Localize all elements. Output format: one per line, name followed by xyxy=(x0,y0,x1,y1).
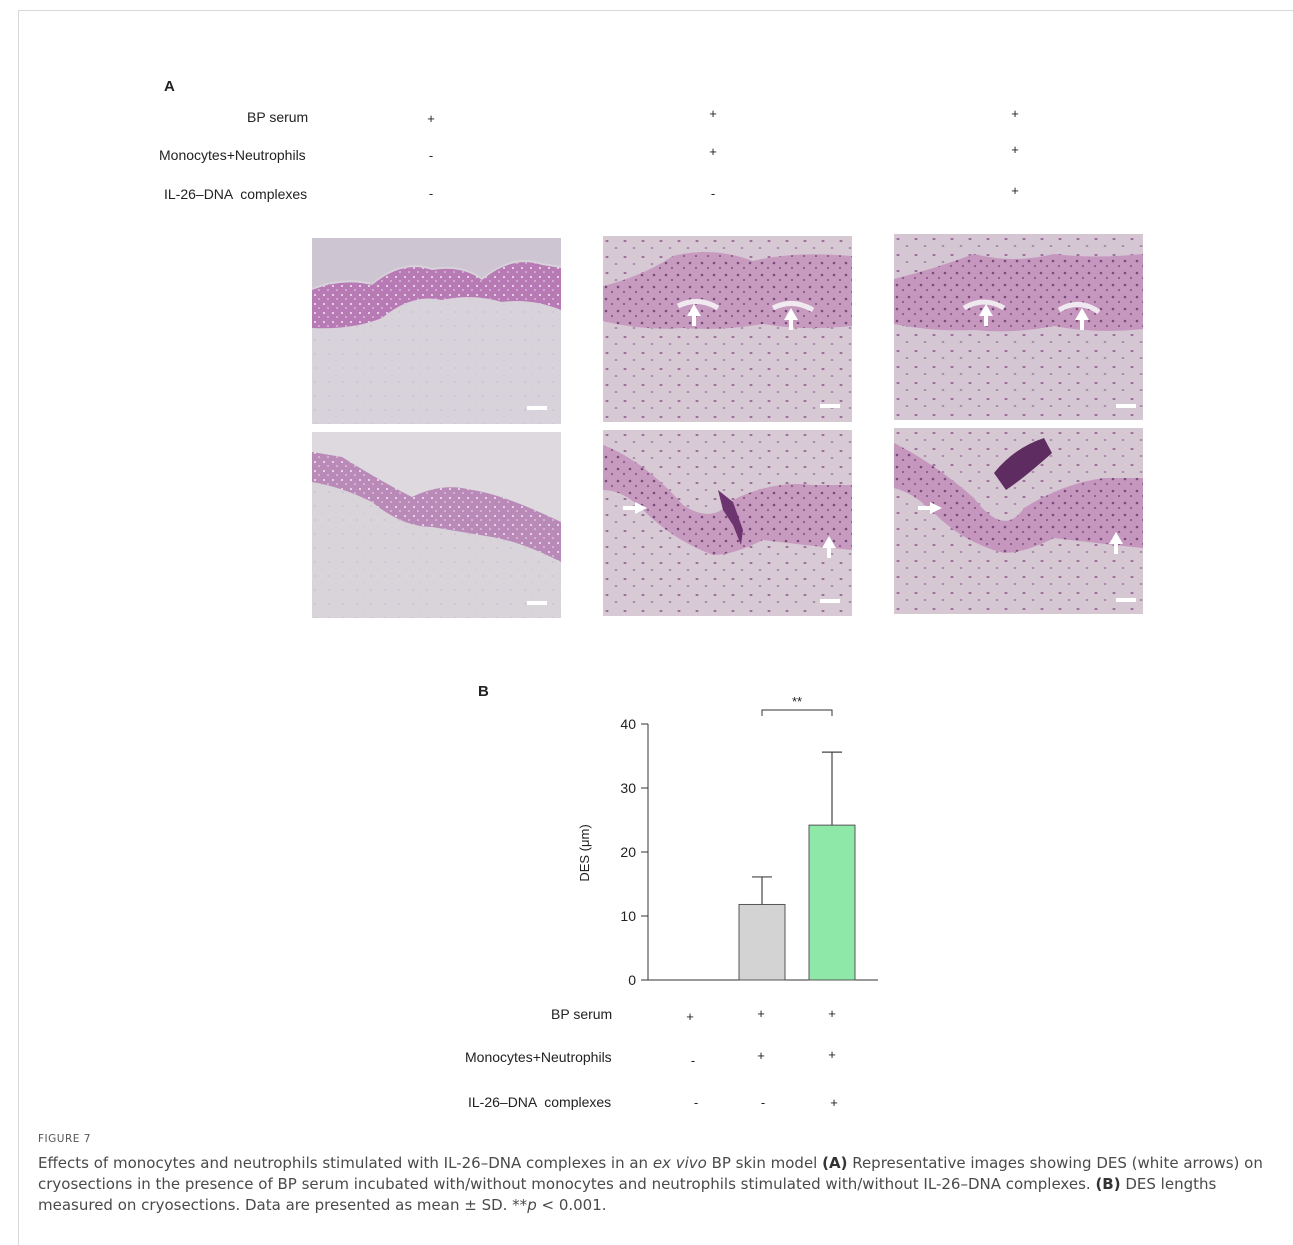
panel-a-label-bp-serum: BP serum xyxy=(247,109,309,125)
panel-b-sign: + xyxy=(757,1048,765,1063)
significance-bracket xyxy=(761,709,833,716)
chart-axes: 0 10 20 30 40 xyxy=(620,716,878,988)
bar xyxy=(738,903,786,981)
micrograph-stimulated-bottom xyxy=(894,428,1143,614)
bar xyxy=(808,824,856,981)
panel-a-sign: - xyxy=(428,186,434,201)
y-tick-label: 30 xyxy=(620,780,636,796)
panel-b-sign: + xyxy=(828,1047,836,1062)
panel-a-sign: - xyxy=(428,148,434,163)
panel-a-sign: + xyxy=(1011,142,1019,157)
panel-a-label-il26-dna: IL-26–DNA complexes xyxy=(164,186,308,202)
panel-b-sign: - xyxy=(693,1095,699,1110)
panel-a-label-monocytes-neutrophils: Monocytes+Neutrophils xyxy=(159,147,306,163)
significance-label: ** xyxy=(792,694,802,709)
y-tick-label: 0 xyxy=(628,972,636,988)
micrograph-cells-top xyxy=(603,236,852,422)
micrograph-control-top xyxy=(312,238,561,424)
panel-b-label-il26-dna: IL-26–DNA complexes xyxy=(468,1094,612,1110)
panel-a-letter: A xyxy=(164,78,175,95)
y-tick-label: 40 xyxy=(620,716,636,732)
caption-body: Effects of monocytes and neutrophils sti… xyxy=(38,1154,1263,1214)
panel-b-sign: + xyxy=(830,1095,838,1110)
y-tick-label: 10 xyxy=(620,908,636,924)
panel-b-sign: + xyxy=(828,1006,836,1021)
panel-b-sign: + xyxy=(757,1006,765,1021)
panel-a-sign: + xyxy=(709,144,717,159)
y-tick-label: 20 xyxy=(620,844,636,860)
panel-b-label-bp-serum: BP serum xyxy=(551,1006,613,1022)
panel-a-sign: + xyxy=(1011,183,1019,198)
panel-b-letter: B xyxy=(478,683,489,700)
chart-bars: ** xyxy=(738,694,856,981)
panel-b-sign: - xyxy=(760,1095,766,1110)
figure-caption: FIGURE 7 Effects of monocytes and neutro… xyxy=(38,1133,1263,1216)
panel-a-sign: - xyxy=(710,186,716,201)
figure-label: FIGURE 7 xyxy=(38,1133,91,1145)
micrograph-stimulated-top xyxy=(894,234,1143,420)
y-axis-label: DES (μm) xyxy=(577,824,592,881)
micrograph-control-bottom xyxy=(312,432,561,618)
panel-a-sign: + xyxy=(709,106,717,121)
panel-b-sign: - xyxy=(690,1053,696,1068)
panel-b-label-monocytes-neutrophils: Monocytes+Neutrophils xyxy=(465,1049,612,1065)
panel-a-sign: + xyxy=(427,111,435,126)
figure-frame xyxy=(18,10,1293,1245)
micrograph-cells-bottom xyxy=(603,430,852,616)
des-bar-chart: 0 10 20 30 40 ** DES (μm) xyxy=(577,694,878,988)
panel-a-sign: + xyxy=(1011,106,1019,121)
panel-b-sign: + xyxy=(686,1009,694,1024)
